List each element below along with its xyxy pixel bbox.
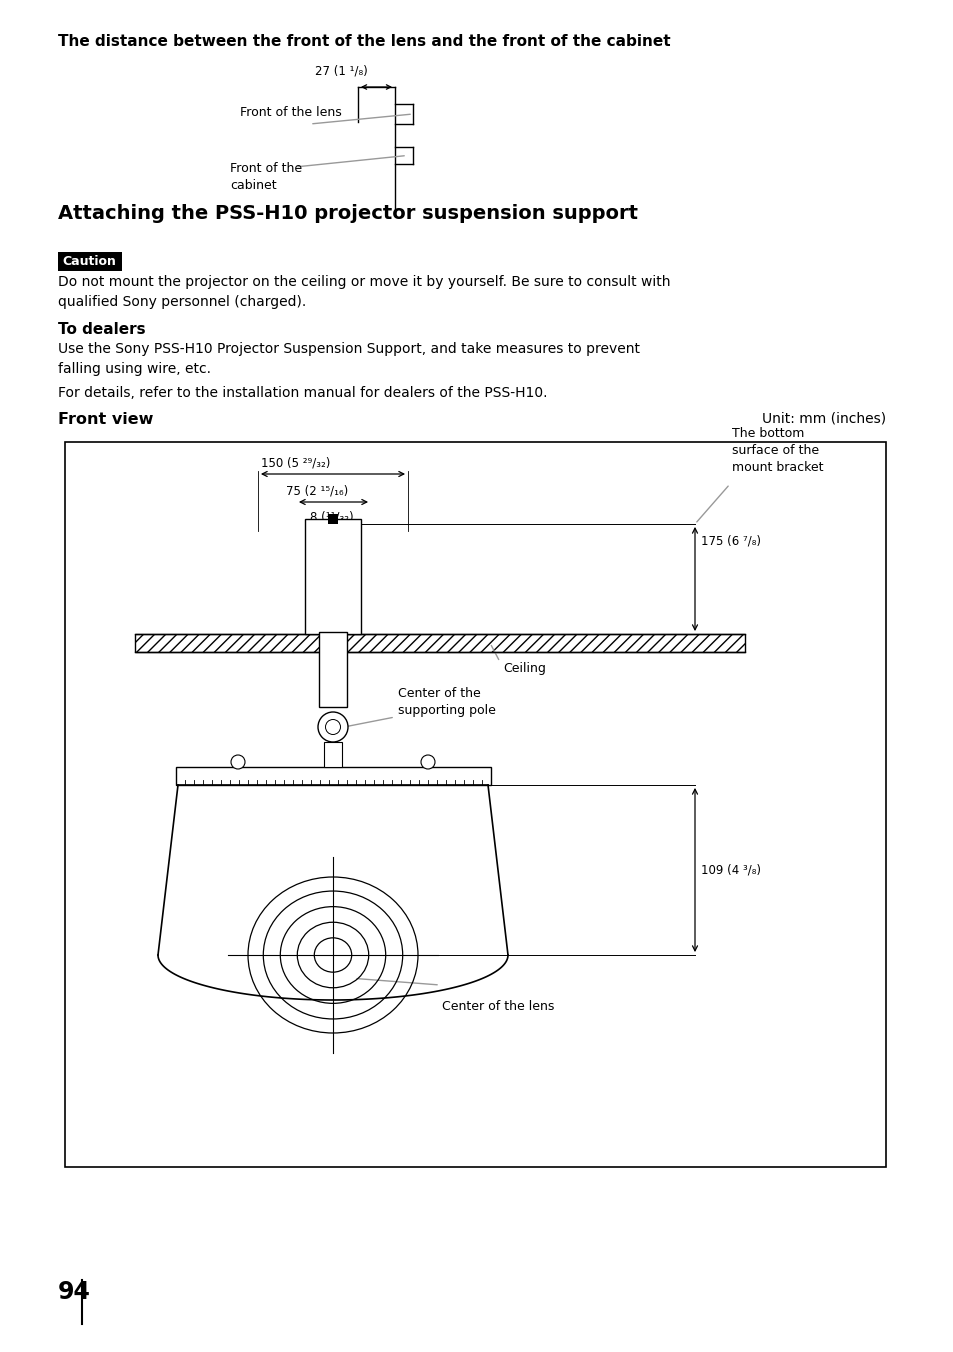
Text: Do not mount the projector on the ceiling or move it by yourself. Be sure to con: Do not mount the projector on the ceilin… [58, 274, 670, 310]
Bar [135, 634, 744, 652]
Bar [328, 514, 337, 525]
Circle shape [317, 713, 348, 742]
Circle shape [231, 754, 245, 769]
Text: Front view: Front view [58, 412, 153, 427]
Text: Front of the
cabinet: Front of the cabinet [230, 162, 302, 192]
Text: 27 (1 ¹/₈): 27 (1 ¹/₈) [314, 64, 367, 77]
Text: Center of the lens: Center of the lens [441, 1000, 554, 1013]
Text: Center of the
supporting pole: Center of the supporting pole [397, 687, 496, 717]
Circle shape [420, 754, 435, 769]
Text: Ceiling: Ceiling [502, 662, 545, 675]
Text: Unit: mm (inches): Unit: mm (inches) [761, 412, 885, 426]
Text: 175 (6 ⁷/₈): 175 (6 ⁷/₈) [700, 534, 760, 548]
Text: The bottom
surface of the
mount bracket: The bottom surface of the mount bracket [731, 427, 822, 475]
Text: Caution: Caution [62, 256, 115, 268]
Bar [318, 631, 347, 707]
Bar [324, 742, 341, 767]
Polygon shape [158, 786, 507, 1000]
Text: Front of the lens: Front of the lens [240, 105, 341, 119]
Text: The distance between the front of the lens and the front of the cabinet: The distance between the front of the le… [58, 34, 670, 49]
Text: For details, refer to the installation manual for dealers of the PSS-H10.: For details, refer to the installation m… [58, 387, 547, 400]
Text: Attaching the PSS-H10 projector suspension support: Attaching the PSS-H10 projector suspensi… [58, 204, 638, 223]
Text: Use the Sony PSS-H10 Projector Suspension Support, and take measures to prevent
: Use the Sony PSS-H10 Projector Suspensio… [58, 342, 639, 376]
Text: To dealers: To dealers [58, 322, 146, 337]
FancyBboxPatch shape [58, 251, 122, 270]
Text: 109 (4 ³/₈): 109 (4 ³/₈) [700, 864, 760, 876]
Bar [305, 519, 360, 634]
Text: 75 (2 ¹⁵/₁₆): 75 (2 ¹⁵/₁₆) [286, 484, 348, 498]
Text: 150 (5 ²⁹/₃₂): 150 (5 ²⁹/₃₂) [261, 456, 330, 469]
Bar [175, 767, 491, 786]
Bar [65, 442, 885, 1167]
Text: 8 (¹¹/₃₂): 8 (¹¹/₃₂) [310, 510, 354, 523]
Text: 94: 94 [58, 1280, 91, 1303]
